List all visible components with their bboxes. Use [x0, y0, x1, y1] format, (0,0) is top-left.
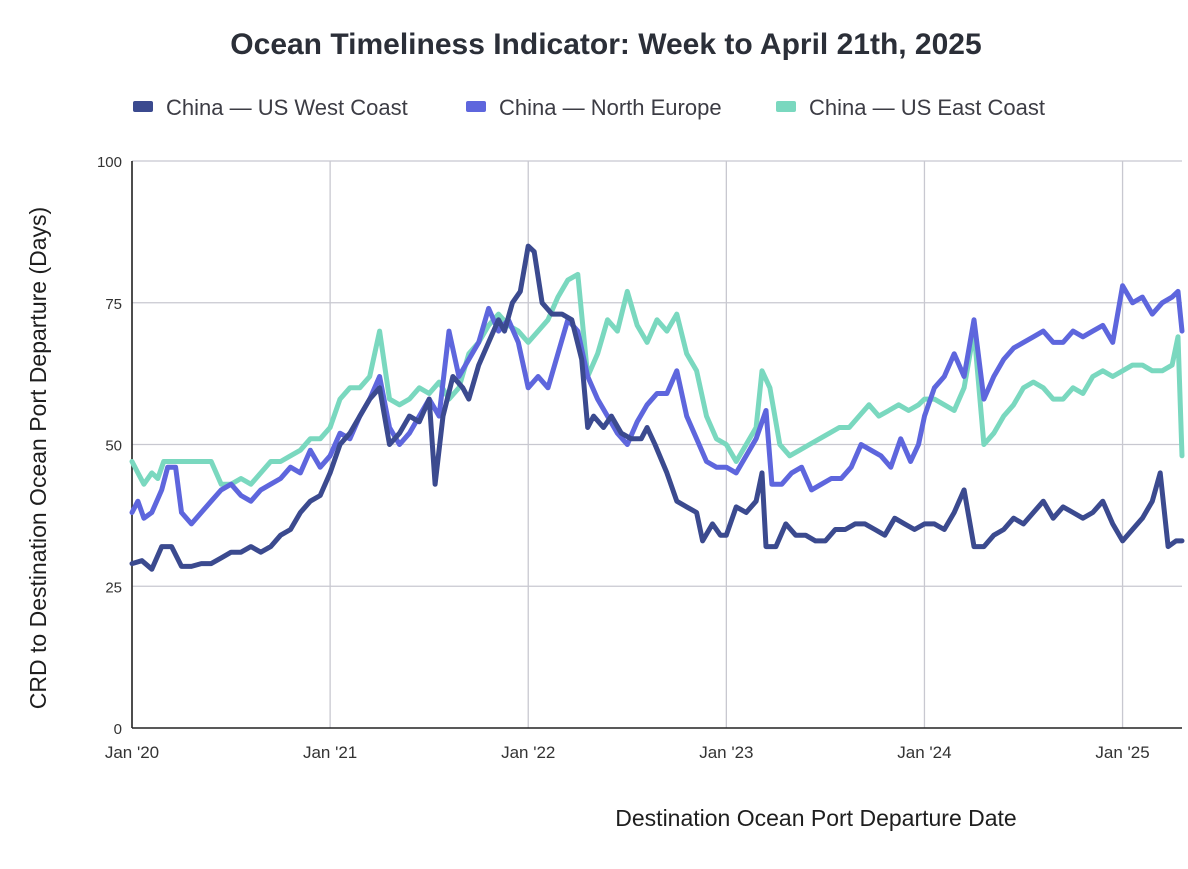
legend-label-us-east-coast: China — US East Coast [809, 95, 1045, 120]
legend-label-north-europe: China — North Europe [499, 95, 722, 120]
x-tick-label-1: Jan '21 [303, 743, 357, 762]
legend-label-us-west-coast: China — US West Coast [166, 95, 408, 120]
y-tick-label-0: 0 [114, 721, 122, 738]
series-line-china-us-west-coast [129, 243, 1185, 572]
x-tick-label-2: Jan '22 [501, 743, 555, 762]
x-tick-label-4: Jan '24 [897, 743, 951, 762]
x-tick-label-0: Jan '20 [105, 743, 159, 762]
y-tick-label-50: 50 [105, 438, 122, 455]
y-axis-label: CRD to Destination Ocean Port Departure … [25, 207, 51, 709]
legend-swatch-us-east-coast [776, 101, 796, 112]
y-tick-label-75: 75 [105, 296, 122, 313]
series-line-china-north-europe [129, 283, 1185, 527]
x-tick-label-3: Jan '23 [699, 743, 753, 762]
axes: 0 25 50 75 100 Jan '20 Jan '21 Jan '22 Jan '23 Ja… [97, 154, 1182, 762]
legend-swatch-us-west-coast [133, 101, 153, 112]
legend-swatch-north-europe [466, 101, 486, 112]
x-tick-label-5: Jan '25 [1095, 743, 1149, 762]
legend: China — US West Coast China — North Euro… [133, 95, 1045, 120]
series-line-china-us-east-coast [129, 271, 1185, 487]
x-axis-label: Destination Ocean Port Departure Date [615, 805, 1016, 831]
series-lines [129, 243, 1185, 572]
y-tick-label-25: 25 [105, 579, 122, 596]
y-tick-label-100: 100 [97, 154, 122, 171]
chart-title: Ocean Timeliness Indicator: Week to Apri… [230, 28, 981, 61]
